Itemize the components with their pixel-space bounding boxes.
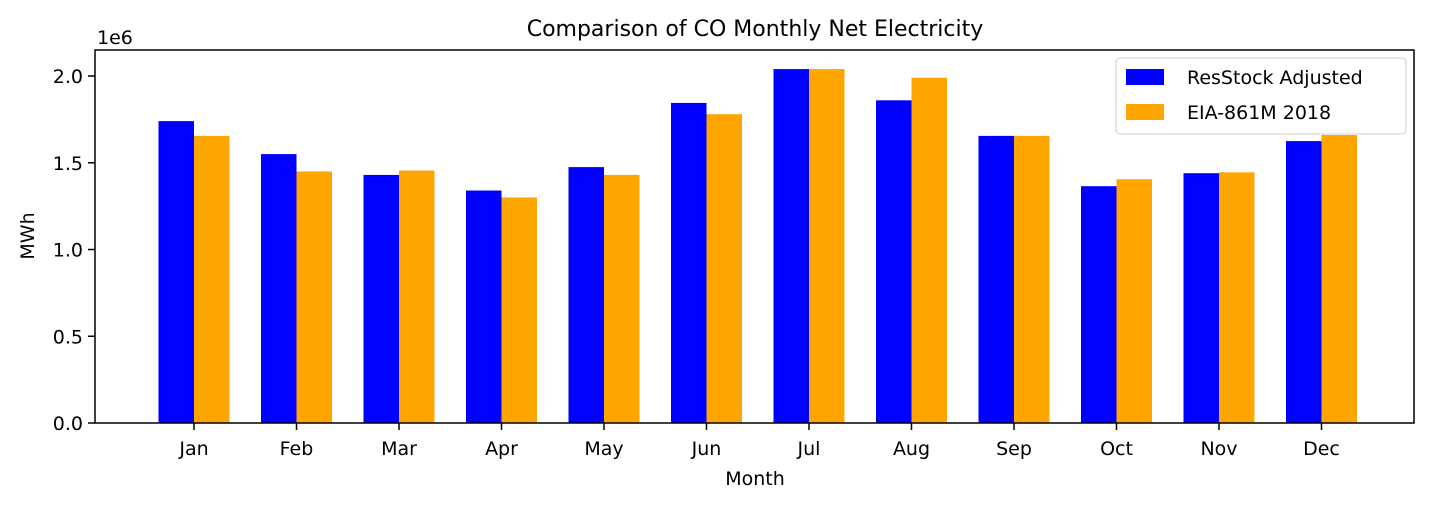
x-tick-label-apr: Apr xyxy=(485,438,518,460)
bar-resstock-feb xyxy=(261,154,297,423)
x-axis-label: Month xyxy=(725,468,785,490)
bar-resstock-dec xyxy=(1286,141,1322,423)
bar-eia-mar xyxy=(399,170,435,423)
legend-label-eia: EIA-861M 2018 xyxy=(1187,102,1331,124)
y-tick-label: 0.0 xyxy=(53,413,83,435)
x-tick-label-jun: Jun xyxy=(691,438,722,460)
bar-eia-apr xyxy=(501,197,537,423)
x-tick-label-mar: Mar xyxy=(381,438,417,460)
y-axis-offset-label: 1e6 xyxy=(97,27,133,49)
bar-resstock-oct xyxy=(1081,186,1117,423)
legend-swatch-eia xyxy=(1126,104,1164,120)
bar-resstock-jul xyxy=(773,69,809,423)
x-axis-ticks: Jan Feb Mar Apr May Jun Jul Aug Sep Oct Nov Dec xyxy=(178,423,1340,460)
bar-resstock-nov xyxy=(1183,173,1219,423)
y-axis-ticks: 0.0 0.5 1.0 1.5 2.0 xyxy=(53,66,95,435)
bar-resstock-jun xyxy=(671,102,707,423)
bar-resstock-sep xyxy=(978,135,1014,423)
x-tick-label-oct: Oct xyxy=(1100,438,1133,460)
legend: ResStock Adjusted EIA-861M 2018 xyxy=(1115,57,1407,135)
plot-frame xyxy=(94,49,1415,424)
bar-resstock-may xyxy=(568,167,604,423)
y-tick-label: 2.0 xyxy=(53,66,83,88)
legend-label-resstock: ResStock Adjusted xyxy=(1187,67,1363,89)
y-tick-label: 1.0 xyxy=(53,240,83,262)
bar-resstock-jan xyxy=(158,121,194,423)
x-tick-label-aug: Aug xyxy=(893,438,930,460)
bar-eia-oct xyxy=(1116,179,1152,423)
bar-resstock-aug xyxy=(876,100,912,423)
bars-group xyxy=(158,69,1357,423)
x-tick-label-sep: Sep xyxy=(996,438,1032,460)
bar-eia-jul xyxy=(809,69,845,423)
bar-resstock-mar xyxy=(363,174,399,423)
bar-eia-may xyxy=(604,174,640,423)
x-tick-label-nov: Nov xyxy=(1200,438,1237,460)
legend-frame xyxy=(1115,57,1407,135)
y-tick-label: 1.5 xyxy=(53,153,83,175)
x-tick-label-jul: Jul xyxy=(797,438,821,460)
legend-swatch-resstock xyxy=(1126,69,1164,85)
bar-eia-sep xyxy=(1014,135,1050,423)
x-tick-label-feb: Feb xyxy=(280,438,314,460)
y-tick-label: 0.5 xyxy=(53,326,83,348)
x-tick-label-dec: Dec xyxy=(1303,438,1340,460)
chart-title: Comparison of CO Monthly Net Electricity xyxy=(527,17,984,42)
bar-eia-nov xyxy=(1219,172,1255,423)
x-tick-label-jan: Jan xyxy=(178,438,208,460)
x-tick-label-may: May xyxy=(584,438,623,460)
y-axis-label: MWh xyxy=(17,212,39,259)
bar-eia-jun xyxy=(706,114,742,423)
bar-eia-dec xyxy=(1321,135,1357,423)
bar-eia-jan xyxy=(194,135,230,423)
bar-resstock-apr xyxy=(466,190,502,423)
bar-eia-aug xyxy=(911,77,947,423)
bar-eia-feb xyxy=(296,171,332,423)
